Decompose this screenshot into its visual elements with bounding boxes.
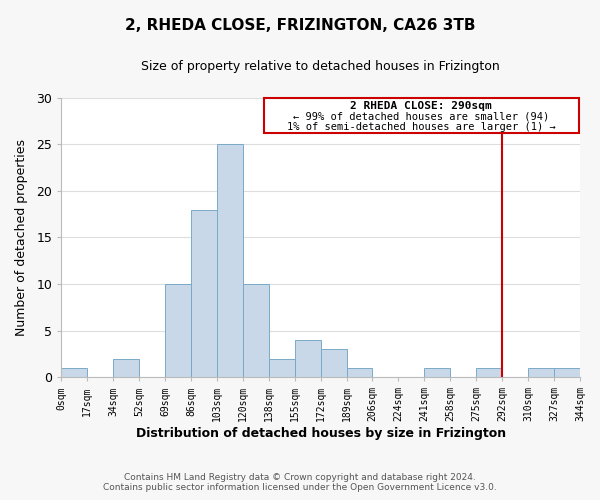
Bar [165,284,191,377]
Title: Size of property relative to detached houses in Frizington: Size of property relative to detached ho… [141,60,500,73]
Bar [217,144,243,377]
Text: 2, RHEDA CLOSE, FRIZINGTON, CA26 3TB: 2, RHEDA CLOSE, FRIZINGTON, CA26 3TB [125,18,475,32]
Bar [113,358,139,377]
Bar [554,368,580,377]
Bar [269,358,295,377]
Bar [424,368,451,377]
Bar [528,368,554,377]
Text: 2 RHEDA CLOSE: 290sqm: 2 RHEDA CLOSE: 290sqm [350,100,492,110]
Y-axis label: Number of detached properties: Number of detached properties [15,139,28,336]
Bar [191,210,217,377]
Bar [243,284,269,377]
Bar [320,349,347,377]
FancyBboxPatch shape [263,98,579,133]
Bar [295,340,320,377]
Bar [61,368,87,377]
Bar [347,368,373,377]
Text: ← 99% of detached houses are smaller (94): ← 99% of detached houses are smaller (94… [293,111,549,121]
Bar [476,368,502,377]
Text: Contains HM Land Registry data © Crown copyright and database right 2024.
Contai: Contains HM Land Registry data © Crown c… [103,473,497,492]
Text: 1% of semi-detached houses are larger (1) →: 1% of semi-detached houses are larger (1… [287,122,556,132]
X-axis label: Distribution of detached houses by size in Frizington: Distribution of detached houses by size … [136,427,506,440]
